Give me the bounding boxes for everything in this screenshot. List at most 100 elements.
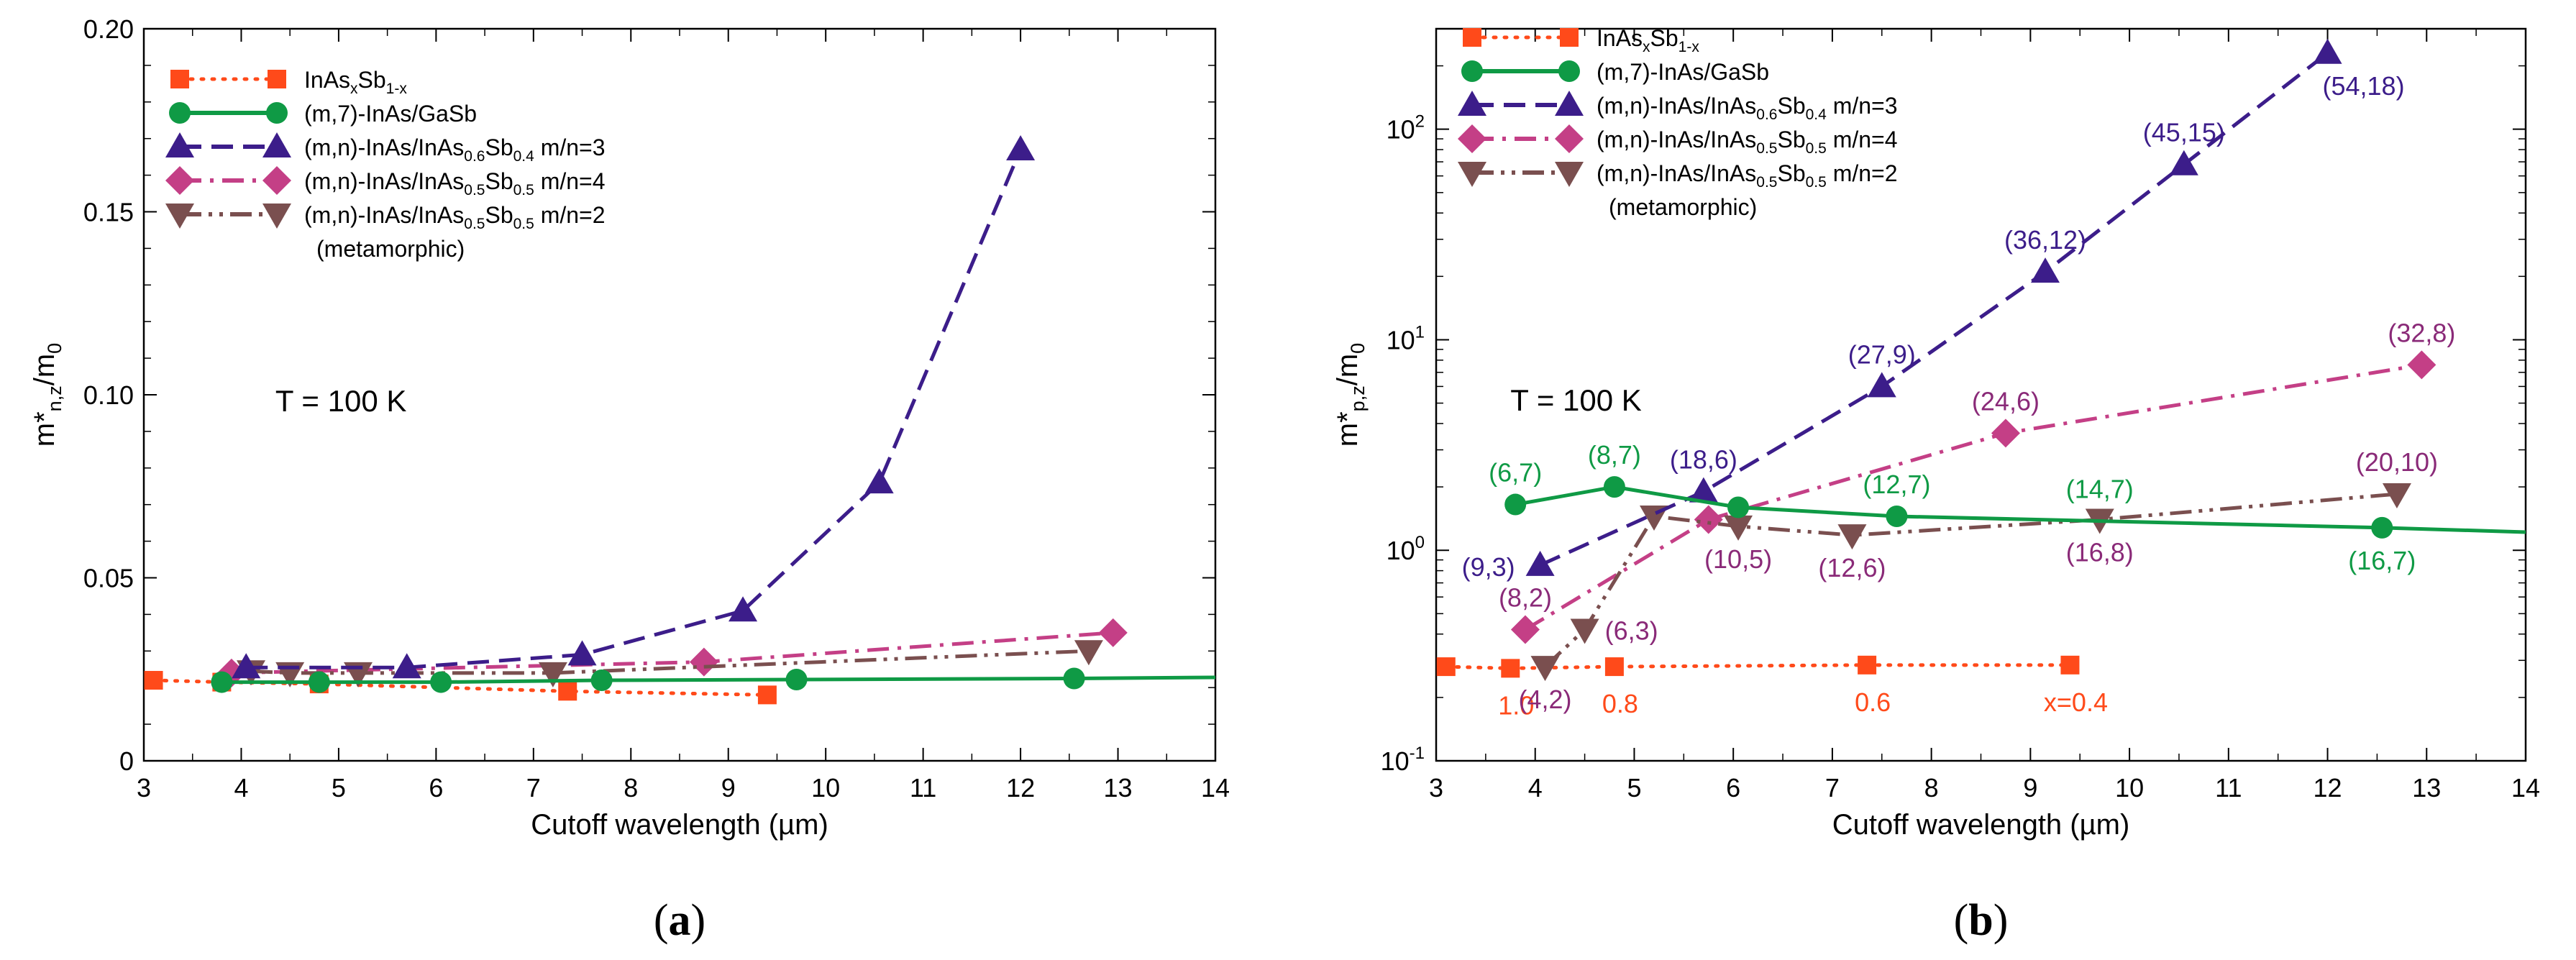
data-point-m3 [2031,257,2060,283]
data-point-m3 [2313,38,2342,64]
x-tick-label: 10 [2115,773,2144,803]
y-tick-label: 0.15 [83,198,134,227]
x-tick-label: 7 [1825,773,1840,803]
x-tick-label: 9 [721,773,736,803]
y-tick-label: 0.05 [83,564,134,593]
data-label-inassb: 0.6 [1855,687,1891,717]
data-label-gasb: (6,7) [1489,458,1542,488]
legend-marker-m2 [165,204,194,229]
series-line-m3 [1539,51,2329,567]
legend-marker-gasb [1558,60,1580,82]
data-point-inassb [144,671,163,690]
y-tick-label: 0.20 [83,14,134,44]
data-point-m3 [864,468,894,494]
data-label-m4: (32,8) [2388,318,2455,347]
data-point-m4 [1510,615,1540,644]
data-point-m4 [1991,419,2020,448]
data-point-gasb [430,671,452,693]
data-label-gasb: (16,7) [2348,546,2416,575]
y-tick-label: 101 [1387,322,1425,355]
series-m3: (9,3) (18,6) (27,9) (36,12) (45,15) (54,18) [1462,38,2405,582]
data-point-m3 [1006,134,1036,160]
x-tick-label: 7 [526,773,541,803]
series-line-gasb [1515,485,2526,534]
x-tick-label: 8 [624,773,638,803]
legend-label-m2: (m,n)-InAs/InAs0.5Sb0.5 m/n=2 [304,202,606,232]
x-tick-label: 5 [332,773,346,803]
data-point-gasb [1063,667,1085,690]
data-point-m3 [2169,150,2198,175]
series-gasb [211,667,1216,693]
x-tick-label: 3 [1429,773,1443,803]
legend-label-gasb: (m,7)-InAs/GaSb [1597,59,1769,85]
legend-label-m3: (m,n)-InAs/InAs0.6Sb0.4 m/n=3 [304,134,606,165]
x-axis-label: Cutoff wavelength (µm) [1832,809,2130,841]
legend-label-m4: (m,n)-InAs/InAs0.5Sb0.5 m/n=4 [304,168,606,198]
data-point-m3 [567,640,597,666]
series-m4: (8,2) (24,6) (32,8) [1499,318,2455,644]
series-line-m2 [1543,492,2398,668]
legend: InAsxSb1-x (m,7)-InAs/GaSb (m,n)-InAs/InAs… [1458,25,1898,220]
series-m3 [232,134,1036,679]
x-tick-label: 10 [811,773,840,803]
x-axis-label: Cutoff wavelength (µm) [531,809,828,841]
data-point-inassb [757,685,777,705]
chart-panel-a: 3 4 5 6 7 8 9 10 11 12 13 14 0 0.05 0.10 0.15 0.20 Cutoff… [29,14,1230,945]
y-tick-label: 10-1 [1381,744,1425,776]
legend-marker-m3 [1458,91,1486,116]
data-point-gasb [1886,505,1908,527]
series-m2: (4,2) (6,3) (10,5) (12,6) (16,8) (20,10) [1518,447,2438,714]
legend-marker-m3 [1555,91,1584,116]
data-label-m3: (27,9) [1848,339,1916,369]
legend-marker-gasb [266,102,288,124]
y-tick-label: 100 [1387,533,1425,565]
data-label-m2: (16,8) [2066,537,2134,567]
chart-panel-b: 3 4 5 6 7 8 9 10 11 12 13 14 10-1 100 101 102 Cutoff wav… [1332,25,2540,945]
y-tick-label: 0 [119,746,134,776]
data-point-gasb [211,671,233,693]
y-axis-label: m*n,z/m0 [29,343,65,447]
data-label-m3: (45,15) [2143,118,2225,147]
legend-marker-m4 [262,166,291,195]
legend-marker-inassb [1560,28,1579,47]
legend-marker-m4 [1458,124,1486,153]
data-point-m3 [729,596,758,622]
x-tick-label: 9 [2023,773,2037,803]
series-line-inassb [1444,663,2072,670]
data-point-inassb [1858,655,1877,675]
data-label-gasb: (12,7) [1863,470,1930,499]
legend-label-inassb: InAsxSb1-x [304,67,407,97]
series-inassb: 1.0 0.8 0.6 x=0.4 [1436,655,2108,720]
data-label-gasb: (14,7) [2066,474,2134,503]
legend-label-m4: (m,n)-InAs/InAs0.5Sb0.5 m/n=4 [1597,127,1898,157]
y-tick-label: 102 [1387,112,1425,145]
data-point-m2 [2382,483,2411,509]
series-line-m3 [246,148,1023,669]
data-point-inassb [1604,657,1624,677]
data-point-m2 [1837,524,1867,550]
x-tick-label: 4 [1528,773,1543,803]
y-axis-label: m*p,z/m0 [1332,343,1369,447]
x-tick-label: 4 [234,773,248,803]
data-point-m3 [232,653,261,679]
data-point-m3 [1689,477,1718,503]
data-point-gasb [590,669,613,692]
data-label-m3: (54,18) [2323,71,2405,101]
legend-label-inassb: InAsxSb1-x [1597,25,1699,55]
legend-marker-m3 [262,132,291,157]
data-point-m4 [1098,618,1128,647]
legend-label-note: (metamorphic) [316,236,465,262]
x-tick-label: 12 [2314,773,2342,803]
data-point-inassb [558,682,577,701]
x-tick-label: 13 [1104,773,1133,803]
data-point-m3 [1525,550,1555,576]
temperature-annotation: T = 100 K [1510,383,1642,417]
legend-marker-m2 [1458,162,1486,187]
data-point-m4 [2407,350,2436,380]
legend-marker-m4 [165,166,194,195]
data-label-m2: (6,3) [1605,616,1658,646]
data-point-gasb [785,669,808,691]
panel-label: (a) [654,896,705,945]
x-tick-label: 13 [2412,773,2441,803]
